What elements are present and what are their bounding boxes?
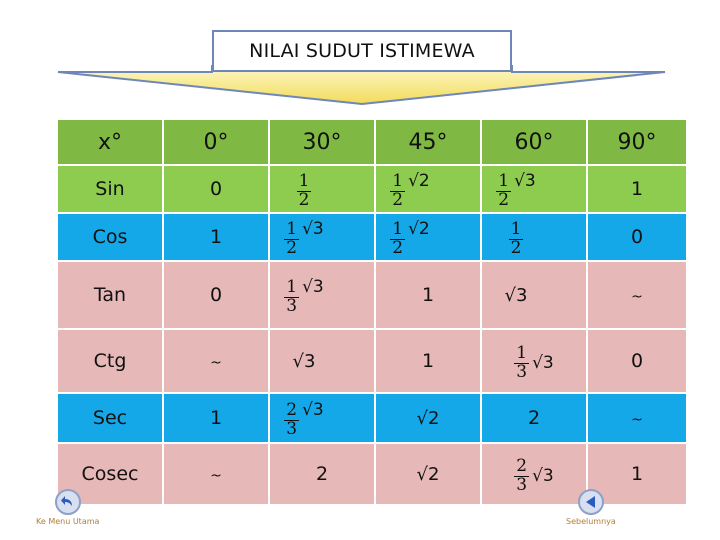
back-arrow-icon[interactable] xyxy=(54,489,81,515)
table-cell: 1 2 √3 xyxy=(269,213,376,262)
table-row: Cosec ~ 2 √2 2 3 √3 1 xyxy=(58,443,688,506)
table-cell: ~ xyxy=(587,393,688,444)
table-cell: 1 xyxy=(587,443,688,506)
table-cell: 0 xyxy=(587,213,688,262)
table-cell: √2 xyxy=(375,443,482,506)
table-row: Tan 0 1 3 √3 1 √3 ~ xyxy=(58,261,688,330)
triangle-left-icon[interactable] xyxy=(577,489,604,515)
row-label-tan: Tan xyxy=(58,261,164,330)
table-cell: 2 3 √3 xyxy=(269,393,376,444)
header-cell: 30° xyxy=(269,120,376,166)
table-cell: 0 xyxy=(587,329,688,394)
title-banner: NILAI SUDUT ISTIMEWA xyxy=(0,0,720,110)
row-label-sec: Sec xyxy=(58,393,164,444)
header-cell: 90° xyxy=(587,120,688,166)
table-header-row: x° 0° 30° 45° 60° 90° xyxy=(58,120,688,166)
home-menu-button[interactable]: Ke Menu Utama xyxy=(36,489,99,526)
table-cell: 1 3 √3 xyxy=(269,261,376,330)
table-cell: 1 2 √2 xyxy=(375,165,482,214)
table-cell: ~ xyxy=(163,329,270,394)
table-cell: 1 xyxy=(375,329,482,394)
table-cell: ~ xyxy=(587,261,688,330)
table-cell: √2 xyxy=(375,393,482,444)
table-cell: 1 xyxy=(163,213,270,262)
previous-label[interactable]: Sebelumnya xyxy=(566,517,616,526)
header-cell: x° xyxy=(58,120,164,166)
header-cell: 60° xyxy=(481,120,588,166)
table-cell: 1 xyxy=(163,393,270,444)
table-row: Sec 1 2 3 √3 √2 2 ~ xyxy=(58,393,688,444)
table-cell: 2 xyxy=(481,393,588,444)
table-cell: 1 2 √3 xyxy=(481,165,588,214)
table-cell: 1 xyxy=(587,165,688,214)
table-cell: 1 2 √2 xyxy=(375,213,482,262)
home-menu-label[interactable]: Ke Menu Utama xyxy=(36,517,100,526)
table-cell: √3 xyxy=(269,329,376,394)
table-row: Ctg ~ √3 1 1 3 √3 0 xyxy=(58,329,688,394)
table-cell: ~ xyxy=(163,443,270,506)
row-label-cosec: Cosec xyxy=(58,443,164,506)
table-cell: √3 xyxy=(481,261,588,330)
row-label-sin: Sin xyxy=(58,165,164,214)
previous-button[interactable]: Sebelumnya xyxy=(566,489,616,526)
header-cell: 45° xyxy=(375,120,482,166)
table-cell: 1 xyxy=(375,261,482,330)
table-cell: 2 3 √3 xyxy=(481,443,588,506)
table-cell: 2 xyxy=(269,443,376,506)
row-label-ctg: Ctg xyxy=(58,329,164,394)
header-cell: 0° xyxy=(163,120,270,166)
table-cell: 0 xyxy=(163,261,270,330)
page-title: NILAI SUDUT ISTIMEWA xyxy=(212,30,512,72)
row-label-cos: Cos xyxy=(58,213,164,262)
table-cell: 0 xyxy=(163,165,270,214)
table-cell: 1 3 √3 xyxy=(481,329,588,394)
